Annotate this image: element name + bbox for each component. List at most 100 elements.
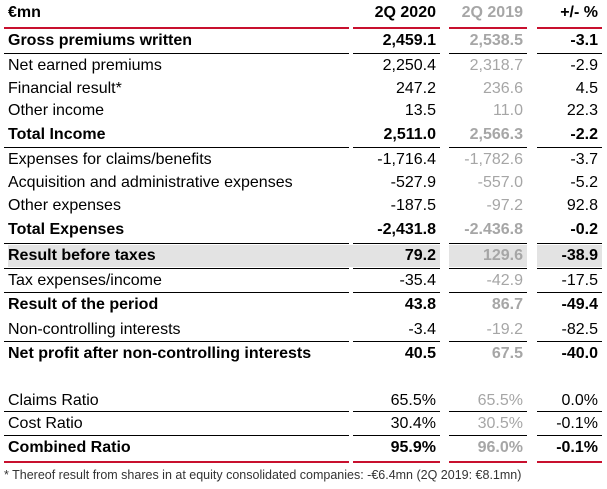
table-row: Combined Ratio 95.9% 96.0% -0.1% (0, 437, 607, 459)
value-2q-2019: 2,318.7 (469, 57, 523, 74)
row-label: Net profit after non-controlling interes… (8, 345, 312, 362)
value-2q-2019: -557.0 (477, 174, 523, 191)
divider-line (353, 243, 440, 244)
value-change: -38.9 (537, 245, 602, 267)
value-change: -49.4 (561, 296, 598, 313)
divider-line (537, 268, 602, 269)
value-change: -2.2 (570, 126, 598, 143)
value-2q-2020: 2,250.4 (382, 57, 436, 74)
divider-line (449, 435, 527, 436)
divider-line (353, 147, 440, 148)
divider-line (353, 341, 440, 342)
row-label: Other income (8, 102, 105, 119)
value-2q-2019: -19.2 (486, 321, 523, 338)
value-2q-2020: 2,511.0 (383, 126, 437, 143)
divider-line (4, 292, 349, 293)
table-row: Acquisition and administrative expenses -… (0, 172, 607, 194)
table-row: Total Income 2,511.0 2,566.3 -2.2 (0, 124, 607, 146)
row-label: Cost Ratio (8, 415, 83, 432)
value-2q-2020: -2,431.8 (377, 221, 436, 238)
value-2q-2020: 65.5% (390, 392, 436, 409)
divider-line (353, 435, 440, 436)
divider-line (449, 53, 527, 54)
table-row: Result before taxes 79.2 129.6 -38.9 (0, 245, 607, 267)
row-label: Total Income (8, 126, 106, 143)
value-2q-2019: -97.2 (486, 197, 523, 214)
table-header: €mn 2Q 2020 2Q 2019 +/- % (0, 2, 607, 24)
red-rule (353, 27, 440, 29)
value-change: -40.0 (561, 345, 598, 362)
value-2q-2019: 30.5% (477, 415, 523, 432)
red-rule (537, 27, 602, 29)
value-2q-2020: -527.9 (390, 174, 436, 191)
table-row: Tax expenses/income -35.4 -42.9 -17.5 (0, 270, 607, 292)
value-2q-2019: 236.6 (482, 80, 523, 97)
divider-line (4, 435, 349, 436)
red-rule (4, 27, 349, 29)
divider-line (449, 411, 527, 412)
value-2q-2020: -35.4 (399, 272, 436, 289)
value-change: -82.5 (561, 321, 598, 338)
row-label: Non-controlling interests (8, 321, 181, 338)
divider-line (537, 243, 602, 244)
table-row: Financial result* 247.2 236.6 4.5 (0, 78, 607, 100)
table-row: Other expenses -187.5 -97.2 92.8 (0, 195, 607, 217)
value-2q-2019: 2,566.3 (469, 126, 523, 143)
value-2q-2019: 11.0 (493, 102, 523, 119)
divider-line (449, 147, 527, 148)
value-2q-2019: 129.6 (449, 245, 527, 267)
divider-line (537, 147, 602, 148)
divider-line (537, 435, 602, 436)
value-2q-2020: -1,716.4 (377, 151, 436, 168)
value-change: 92.8 (566, 197, 598, 214)
value-change: -0.2 (570, 221, 598, 238)
divider-line (4, 411, 349, 412)
value-change: 0.0% (561, 392, 598, 409)
value-2q-2020: 40.5 (404, 345, 436, 362)
divider-line (353, 292, 440, 293)
value-change: -0.1% (556, 415, 598, 432)
value-change: -5.2 (570, 174, 598, 191)
footnote: * Thereof result from shares in at equit… (4, 468, 522, 482)
divider-line (353, 268, 440, 269)
table-row: Other income 13.5 11.0 22.3 (0, 100, 607, 122)
value-change: 22.3 (566, 102, 598, 119)
value-change: -2.9 (570, 57, 598, 74)
value-2q-2019: 2,538.5 (469, 32, 523, 49)
value-2q-2019: 65.5% (477, 392, 523, 409)
divider-line (449, 292, 527, 293)
value-change: 4.5 (575, 80, 598, 97)
red-rule (353, 461, 440, 463)
value-2q-2019: -1,782.6 (464, 151, 523, 168)
value-change: -3.1 (570, 32, 598, 49)
value-2q-2020: 13.5 (404, 102, 436, 119)
value-2q-2020: -3.4 (408, 321, 436, 338)
value-2q-2020: -187.5 (390, 197, 436, 214)
divider-line (449, 341, 527, 342)
row-label: Tax expenses/income (8, 272, 162, 289)
value-2q-2019: 86.7 (491, 296, 523, 313)
divider-line (4, 268, 349, 269)
value-change: -0.1% (556, 439, 598, 456)
table-row: Non-controlling interests -3.4 -19.2 -82.5 (0, 319, 607, 341)
row-label: Total Expenses (8, 221, 125, 238)
value-2q-2019: 96.0% (477, 439, 523, 456)
value-2q-2020: 43.8 (404, 296, 436, 313)
divider-line (537, 292, 602, 293)
row-label: Other expenses (8, 197, 121, 214)
row-label: Result of the period (8, 296, 159, 313)
row-label: Gross premiums written (8, 32, 193, 49)
divider-line (4, 53, 349, 54)
header-change: +/- % (560, 4, 598, 21)
divider-line (537, 341, 602, 342)
header-unit: €mn (8, 4, 41, 21)
value-2q-2020: 247.2 (395, 80, 436, 97)
table-row: Net earned premiums 2,250.4 2,318.7 -2.9 (0, 55, 607, 77)
divider-line (449, 243, 527, 244)
table-row: Claims Ratio 65.5% 65.5% 0.0% (0, 390, 607, 412)
row-label: Financial result* (8, 80, 122, 97)
row-label: Acquisition and administrative expenses (8, 174, 293, 191)
table-row: Result of the period 43.8 86.7 -49.4 (0, 294, 607, 316)
value-2q-2020: 95.9% (390, 439, 436, 456)
divider-line (537, 411, 602, 412)
